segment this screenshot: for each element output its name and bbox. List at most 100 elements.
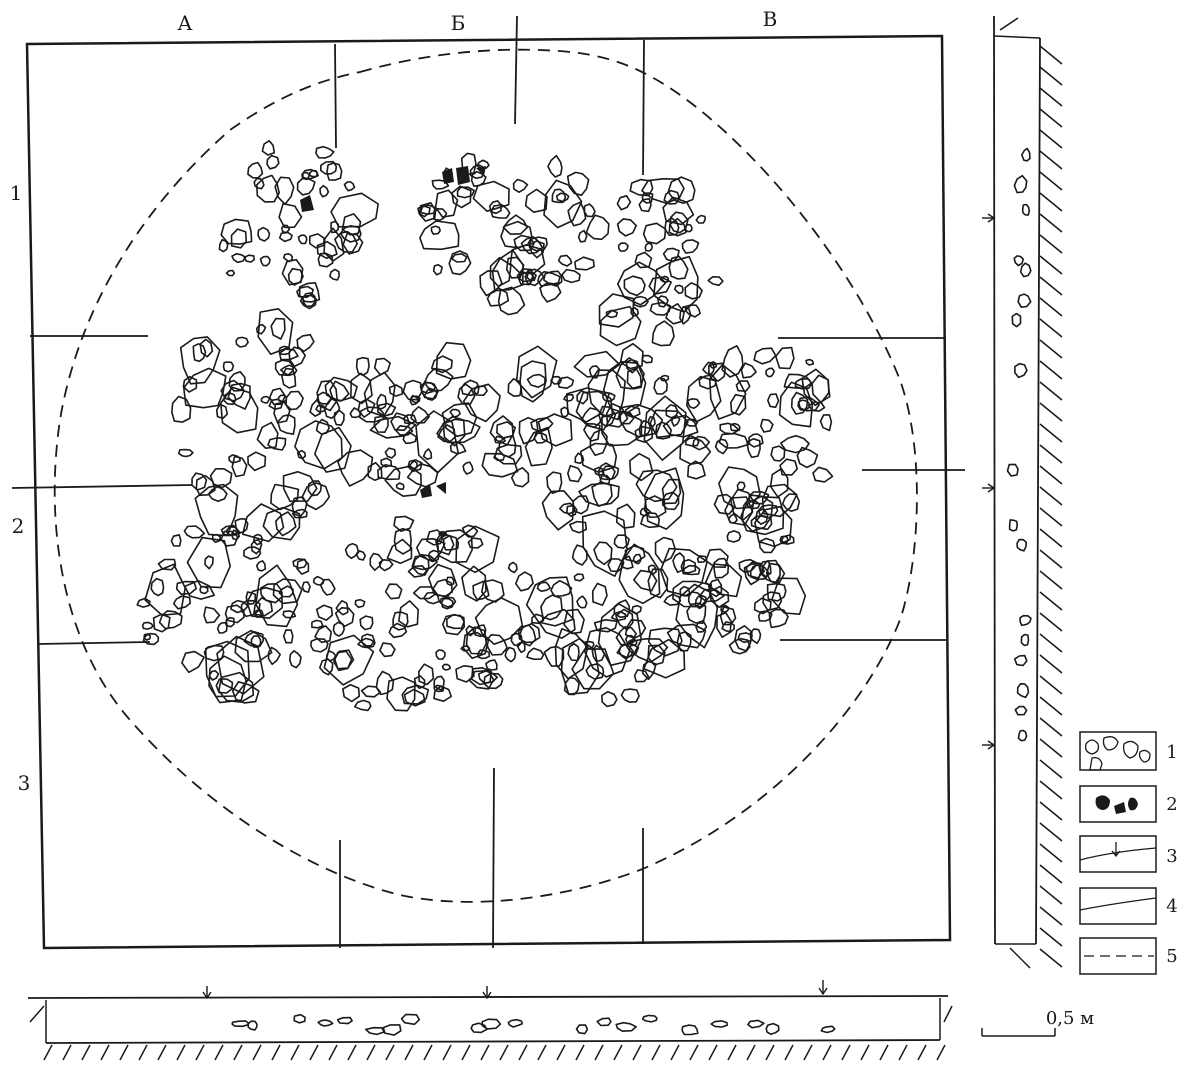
hatch-line	[803, 1044, 813, 1061]
stone	[273, 401, 291, 424]
stone	[619, 342, 644, 370]
level-arrows-bottom	[202, 980, 828, 1000]
stone	[536, 581, 551, 592]
stone	[539, 282, 562, 303]
stone	[648, 276, 672, 295]
stone	[207, 485, 228, 502]
stone	[750, 515, 773, 531]
stone	[418, 663, 435, 686]
stone	[598, 405, 617, 428]
stone	[679, 585, 691, 597]
stone	[633, 669, 650, 683]
stone	[643, 638, 686, 679]
stone	[1020, 633, 1030, 647]
stone	[435, 649, 446, 660]
stone	[259, 255, 271, 267]
hatch-line	[1039, 276, 1063, 296]
stone	[406, 463, 439, 488]
hatch-line	[1039, 129, 1063, 149]
filled-fragment	[442, 168, 454, 184]
stone	[805, 358, 815, 366]
stone	[529, 240, 545, 259]
stone	[618, 643, 634, 660]
stone	[481, 452, 519, 478]
stone	[641, 1014, 658, 1023]
stone	[319, 184, 330, 198]
hatch-line	[1039, 423, 1063, 443]
stone	[748, 433, 764, 448]
stone	[639, 507, 652, 517]
stone	[333, 409, 345, 426]
hatch-line	[556, 1044, 566, 1061]
stone	[686, 602, 707, 624]
stone	[1006, 463, 1019, 477]
stone	[473, 385, 488, 396]
stone	[520, 236, 544, 255]
stone	[326, 162, 343, 181]
hatch-line	[860, 1044, 870, 1061]
stone	[575, 1024, 589, 1035]
stone	[753, 347, 777, 365]
stone	[684, 418, 699, 427]
stone	[682, 564, 701, 576]
stone	[442, 535, 460, 551]
stone	[819, 414, 833, 432]
stone	[493, 452, 506, 462]
stone	[709, 364, 747, 420]
stone	[593, 541, 613, 566]
excavation-frame	[25, 34, 952, 950]
stone	[378, 559, 394, 572]
stone	[329, 380, 350, 402]
stone	[812, 466, 834, 483]
hatch-line	[1039, 402, 1063, 422]
hatch-line	[1039, 549, 1063, 569]
legend-item-3: 3	[1079, 835, 1178, 873]
stone	[235, 336, 249, 348]
stone	[524, 268, 545, 287]
hatch-line	[651, 1044, 661, 1061]
stone	[759, 560, 772, 578]
stone	[143, 633, 152, 641]
stone	[392, 611, 409, 631]
stone	[616, 195, 632, 211]
stone	[583, 203, 596, 218]
hatch-line	[1039, 864, 1063, 884]
hatch-line	[1039, 612, 1063, 632]
stone	[526, 647, 545, 660]
stone	[719, 606, 737, 626]
stone	[684, 223, 693, 233]
stone	[740, 495, 785, 536]
hatch-line	[1039, 633, 1063, 653]
stone	[324, 397, 341, 419]
stone	[177, 448, 194, 458]
stone	[668, 217, 687, 237]
stone	[713, 493, 736, 515]
stone	[569, 520, 588, 534]
stone	[702, 361, 715, 376]
stone	[317, 1019, 334, 1027]
stone	[436, 529, 473, 564]
stone	[647, 627, 683, 657]
stone	[448, 250, 472, 276]
stone	[257, 308, 294, 355]
stone	[659, 275, 670, 283]
stone	[225, 269, 236, 277]
stone	[342, 683, 361, 703]
stone	[455, 665, 475, 683]
hatch-line	[1039, 528, 1063, 548]
stone	[515, 345, 558, 399]
section-hatching-bottom	[29, 1005, 953, 1061]
stone	[517, 623, 541, 644]
stone	[272, 578, 303, 605]
stone	[632, 295, 649, 308]
stone	[158, 610, 183, 630]
stone	[709, 585, 730, 608]
stone	[375, 670, 395, 696]
stone	[270, 483, 300, 511]
stone	[285, 390, 304, 411]
stone	[1017, 729, 1028, 742]
stone	[765, 367, 775, 378]
stone	[494, 444, 523, 465]
stone	[441, 402, 478, 438]
stone	[779, 535, 789, 545]
